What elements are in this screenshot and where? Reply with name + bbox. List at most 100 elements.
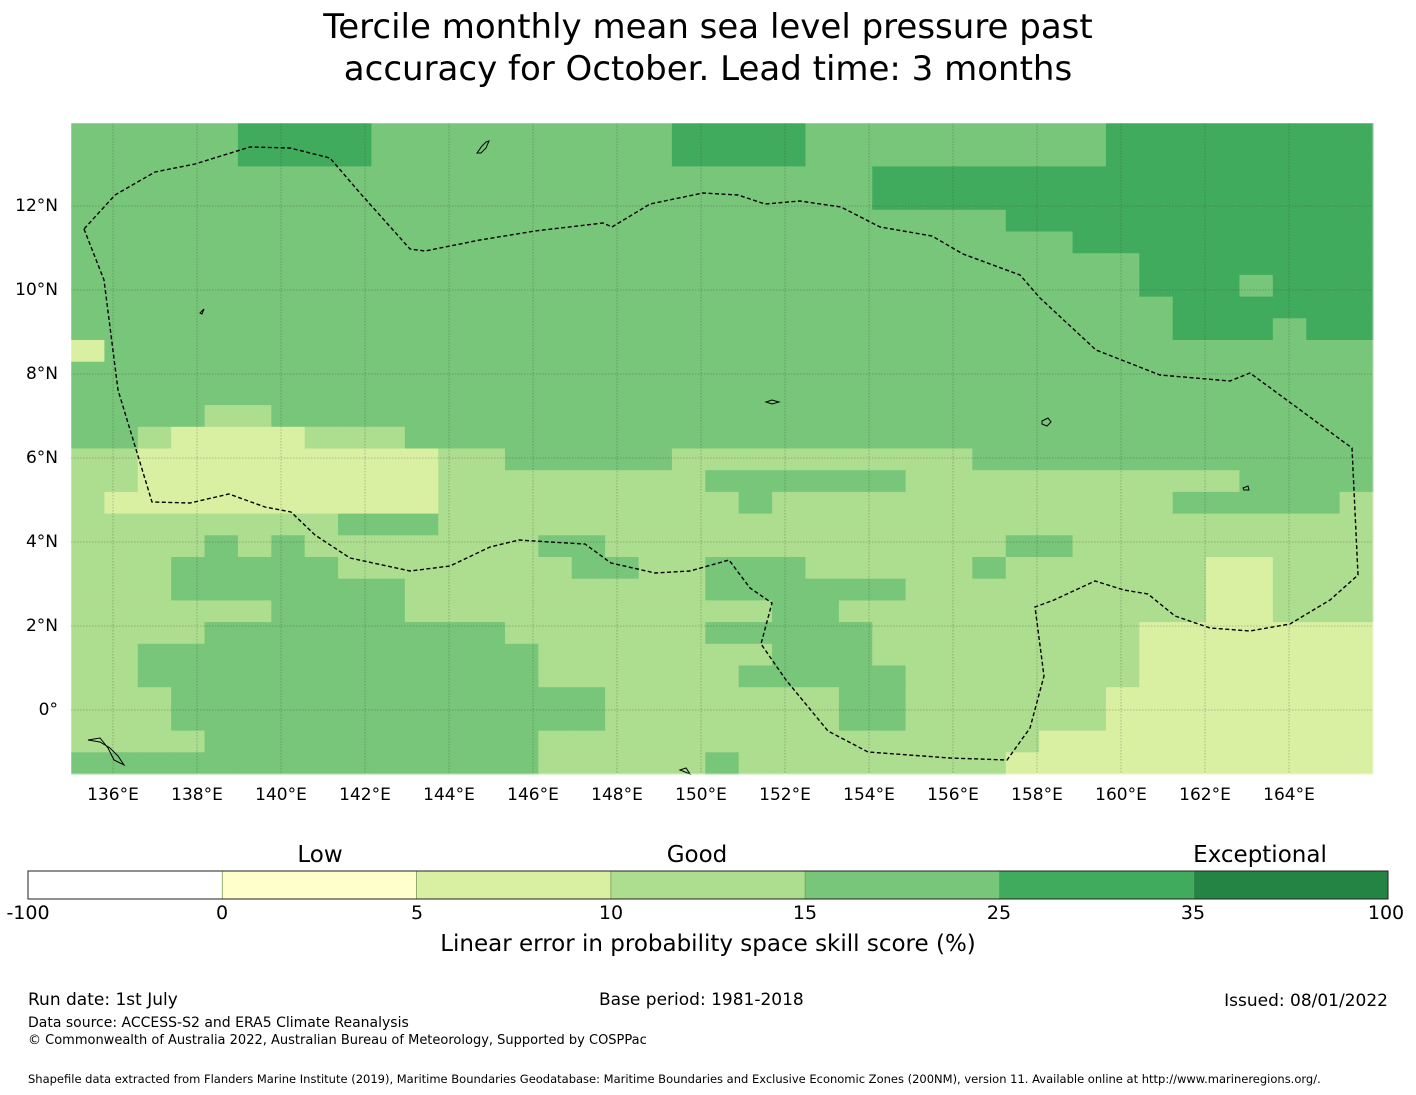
skill-cell [705, 665, 740, 688]
issued-date: Issued: 08/01/2022 [1224, 991, 1388, 1011]
skill-cell [1072, 578, 1107, 601]
skill-cell [838, 643, 873, 667]
skill-cell [1105, 730, 1140, 753]
skill-cell [1339, 622, 1374, 645]
skill-cell [371, 622, 406, 645]
skill-cell [638, 665, 673, 688]
skill-cell [939, 708, 973, 732]
skill-cell [939, 166, 973, 189]
skill-cell [671, 166, 706, 189]
skill-cell [805, 665, 840, 688]
skill-cell [237, 166, 272, 189]
skill-cell [304, 535, 339, 558]
skill-cell [404, 513, 439, 536]
skill-cell [571, 730, 606, 753]
skill-cell [1172, 513, 1207, 536]
skill-cell [137, 578, 172, 601]
skill-cell [237, 557, 272, 580]
skill-cell [271, 318, 306, 341]
skill-cell [705, 730, 740, 753]
skill-cell [471, 622, 506, 645]
skill-cell [304, 426, 339, 450]
skill-cell [905, 361, 940, 384]
skill-cell [404, 687, 439, 710]
skill-cell [1072, 557, 1107, 580]
skill-cell [772, 123, 807, 146]
skill-cell [972, 578, 1007, 601]
skill-cell [905, 318, 940, 341]
skill-cell [1139, 578, 1174, 601]
skill-cell [605, 274, 640, 298]
skill-cell [104, 123, 139, 146]
skill-cell [338, 622, 373, 645]
skill-cell [1172, 557, 1207, 580]
skill-cell [1139, 318, 1174, 341]
lon-tick: 146°E [507, 785, 559, 805]
skill-cell [538, 123, 573, 146]
skill-cell [838, 361, 873, 384]
skill-cell [905, 426, 940, 450]
skill-cell [1039, 448, 1074, 471]
skill-cell [237, 209, 272, 233]
skill-cell [1139, 687, 1174, 710]
skill-cell [705, 166, 740, 189]
skill-cell [638, 166, 673, 189]
skill-cell [1039, 535, 1074, 558]
skill-cell [505, 665, 539, 688]
skill-cells [71, 123, 1374, 775]
skill-cell [404, 708, 439, 732]
skill-cell [338, 188, 373, 211]
skill-cell [505, 144, 539, 167]
skill-cell [1172, 188, 1207, 211]
skill-cell [1039, 557, 1074, 580]
skill-cell [471, 296, 506, 319]
skill-cell [1005, 383, 1040, 406]
skill-cell [505, 296, 539, 319]
skill-cell [171, 426, 206, 450]
skill-cell [1105, 361, 1140, 384]
skill-cell [772, 665, 807, 688]
skill-cell [371, 296, 406, 319]
skill-cell [1172, 123, 1207, 146]
skill-cell [738, 426, 773, 450]
skill-cell [805, 318, 840, 341]
skill-cell [1139, 730, 1174, 753]
skill-cell [838, 491, 873, 515]
skill-cell [538, 730, 573, 753]
skill-cell [1105, 600, 1140, 623]
skill-cell [1105, 274, 1140, 298]
skill-cell [71, 535, 105, 558]
skill-cell [404, 296, 439, 319]
skill-cell [1072, 643, 1107, 667]
skill-cell [137, 361, 172, 384]
skill-cell [838, 665, 873, 688]
skill-cell [1306, 752, 1341, 775]
skill-cell [137, 209, 172, 233]
skill-cell [137, 166, 172, 189]
skill-cell [705, 708, 740, 732]
skill-cell [1039, 470, 1074, 493]
skill-cell [137, 188, 172, 211]
skill-cell [538, 535, 573, 558]
skill-cell [137, 730, 172, 753]
skill-cell [371, 318, 406, 341]
skill-cell [671, 557, 706, 580]
skill-cell [471, 708, 506, 732]
skill-cell [1206, 123, 1241, 146]
colorbar-segment [416, 871, 611, 899]
skill-cell [271, 361, 306, 384]
skill-cell [772, 426, 807, 450]
skill-cell [939, 513, 973, 536]
skill-cell [471, 730, 506, 753]
skill-cell [605, 665, 640, 688]
skill-cell [505, 123, 539, 146]
skill-cell [438, 752, 473, 775]
skill-cell [1005, 340, 1040, 363]
skill-cell [204, 557, 239, 580]
skill-cell [1272, 383, 1307, 406]
skill-cell [638, 470, 673, 493]
skill-cell [805, 188, 840, 211]
skill-cell [1072, 340, 1107, 363]
skill-cell [237, 231, 272, 254]
skill-cell [1105, 513, 1140, 536]
